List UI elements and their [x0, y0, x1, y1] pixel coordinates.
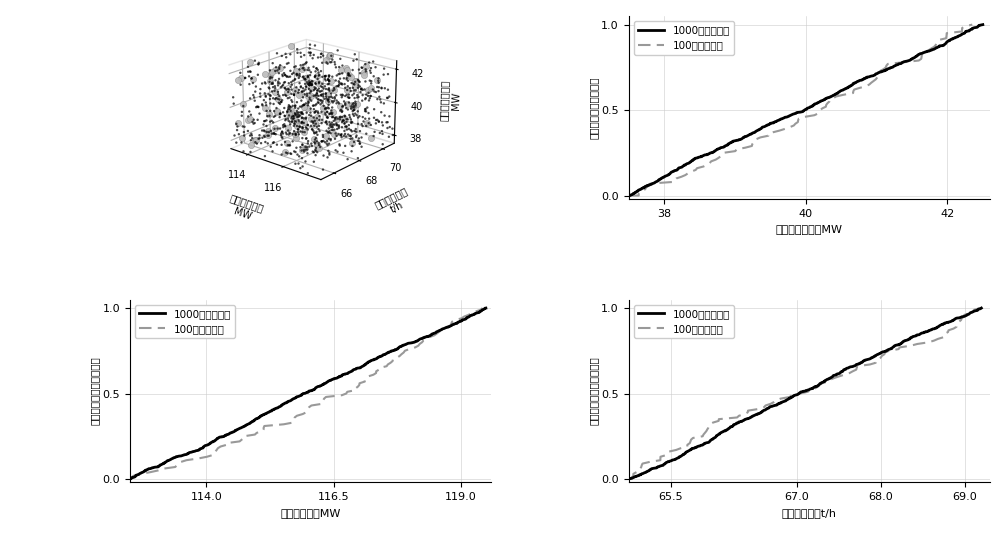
- X-axis label: 电负荷预测値
MW: 电负荷预测値 MW: [224, 192, 265, 224]
- Legend: 1000个预测情景, 100个预测情景: 1000个预测情景, 100个预测情景: [634, 305, 734, 338]
- Legend: 1000个预测情景, 100个预测情景: 1000个预测情景, 100个预测情景: [634, 21, 734, 55]
- Y-axis label: 热负荷预测累计概率曲线: 热负荷预测累计概率曲线: [589, 356, 599, 426]
- Legend: 1000个预测情景, 100个预测情景: 1000个预测情景, 100个预测情景: [135, 305, 235, 338]
- X-axis label: 电负荷预测値MW: 电负荷预测値MW: [280, 508, 341, 518]
- Y-axis label: 热负荷预测値
t/h: 热负荷预测値 t/h: [373, 185, 415, 220]
- X-axis label: 热负荷预测値t/h: 热负荷预测値t/h: [782, 508, 837, 518]
- Y-axis label: 光伏预测累计概率曲线: 光伏预测累计概率曲线: [589, 76, 599, 139]
- X-axis label: 光伏出力预测値MW: 光伏出力预测値MW: [776, 224, 843, 234]
- Y-axis label: 电负荷预测累计概率曲线: 电负荷预测累计概率曲线: [90, 356, 100, 426]
